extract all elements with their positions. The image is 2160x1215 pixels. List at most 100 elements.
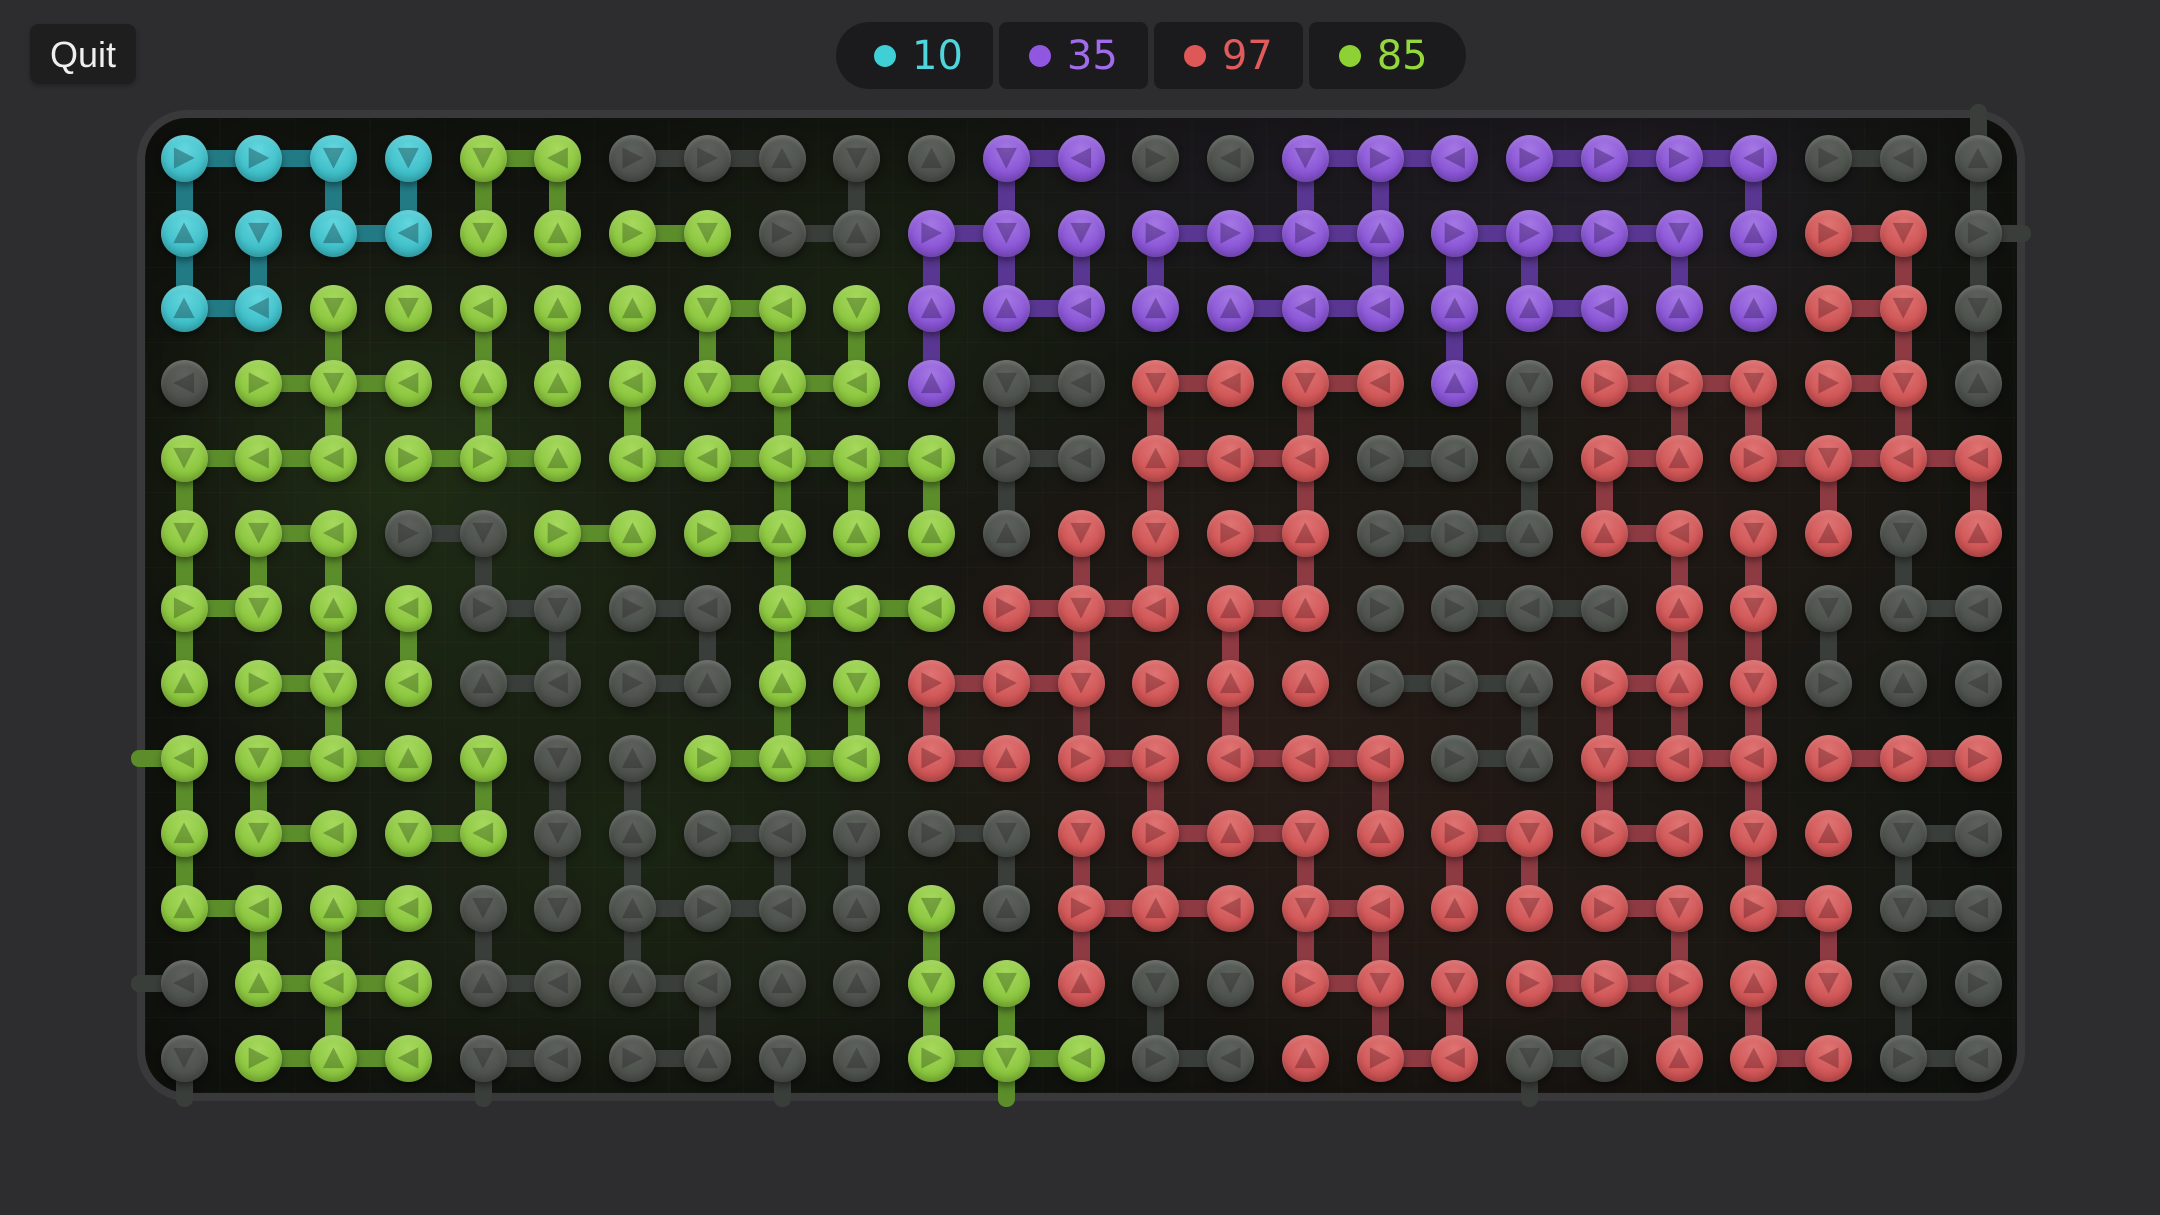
grid-node[interactable]	[1805, 434, 1852, 482]
grid-node[interactable]	[1954, 809, 2002, 857]
grid-node[interactable]	[1207, 884, 1254, 932]
grid-node[interactable]	[1730, 809, 1778, 857]
grid-node[interactable]	[758, 659, 806, 707]
grid-node[interactable]	[1655, 134, 1703, 182]
grid-node[interactable]	[1730, 359, 1778, 407]
grid-node[interactable]	[683, 659, 731, 707]
grid-node[interactable]	[1057, 359, 1105, 407]
grid-node[interactable]	[908, 584, 955, 632]
grid-node[interactable]	[310, 584, 357, 632]
grid-node[interactable]	[758, 884, 806, 932]
grid-node[interactable]	[310, 884, 357, 932]
grid-node[interactable]	[310, 509, 357, 557]
grid-node[interactable]	[833, 359, 881, 407]
grid-node[interactable]	[1356, 959, 1404, 1007]
grid-node[interactable]	[758, 134, 806, 182]
grid-node[interactable]	[1580, 734, 1628, 782]
grid-node[interactable]	[1132, 809, 1180, 857]
grid-node[interactable]	[1655, 284, 1703, 332]
grid-node[interactable]	[1431, 809, 1479, 857]
grid-node[interactable]	[1207, 359, 1254, 407]
grid-node[interactable]	[1281, 809, 1329, 857]
grid-node[interactable]	[1879, 359, 1927, 407]
grid-node[interactable]	[534, 509, 582, 557]
grid-node[interactable]	[459, 584, 507, 632]
grid-node[interactable]	[982, 434, 1030, 482]
grid-node[interactable]	[1805, 959, 1852, 1007]
grid-node[interactable]	[235, 1034, 283, 1082]
grid-node[interactable]	[1506, 659, 1553, 707]
grid-node[interactable]	[1954, 284, 2002, 332]
grid-node[interactable]	[160, 959, 208, 1007]
grid-node[interactable]	[1281, 509, 1329, 557]
grid-node[interactable]	[384, 584, 432, 632]
grid-node[interactable]	[609, 209, 656, 257]
grid-node[interactable]	[459, 134, 507, 182]
grid-node[interactable]	[384, 884, 432, 932]
grid-node[interactable]	[534, 809, 582, 857]
grid-node[interactable]	[310, 959, 357, 1007]
grid-node[interactable]	[982, 209, 1030, 257]
grid-node[interactable]	[1356, 809, 1404, 857]
grid-node[interactable]	[534, 1034, 582, 1082]
grid-node[interactable]	[1580, 584, 1628, 632]
grid-node[interactable]	[1431, 359, 1479, 407]
grid-node[interactable]	[1207, 209, 1254, 257]
grid-node[interactable]	[833, 659, 881, 707]
grid-node[interactable]	[1580, 509, 1628, 557]
grid-node[interactable]	[683, 359, 731, 407]
grid-node[interactable]	[1730, 734, 1778, 782]
grid-node[interactable]	[1580, 884, 1628, 932]
grid-node[interactable]	[1954, 1034, 2002, 1082]
grid-node[interactable]	[683, 434, 731, 482]
grid-node[interactable]	[1207, 734, 1254, 782]
grid-node[interactable]	[982, 359, 1030, 407]
grid-node[interactable]	[534, 884, 582, 932]
grid-node[interactable]	[1057, 584, 1105, 632]
grid-node[interactable]	[1805, 509, 1852, 557]
grid-node[interactable]	[982, 659, 1030, 707]
grid-node[interactable]	[1580, 959, 1628, 1007]
grid-node[interactable]	[1057, 134, 1105, 182]
grid-node[interactable]	[459, 284, 507, 332]
grid-node[interactable]	[160, 884, 208, 932]
grid-node[interactable]	[1879, 134, 1927, 182]
grid-node[interactable]	[235, 509, 283, 557]
grid-node[interactable]	[1730, 284, 1778, 332]
grid-node[interactable]	[1655, 209, 1703, 257]
grid-node[interactable]	[1132, 284, 1180, 332]
grid-node[interactable]	[833, 434, 881, 482]
grid-node[interactable]	[310, 434, 357, 482]
grid-node[interactable]	[908, 284, 955, 332]
grid-node[interactable]	[1506, 134, 1553, 182]
grid-node[interactable]	[609, 959, 656, 1007]
grid-node[interactable]	[1805, 359, 1852, 407]
grid-node[interactable]	[609, 659, 656, 707]
grid-node[interactable]	[384, 1034, 432, 1082]
grid-node[interactable]	[833, 134, 881, 182]
grid-node[interactable]	[384, 509, 432, 557]
grid-node[interactable]	[1431, 509, 1479, 557]
grid-node[interactable]	[459, 359, 507, 407]
grid-node[interactable]	[1805, 884, 1852, 932]
grid-node[interactable]	[534, 284, 582, 332]
grid-node[interactable]	[459, 209, 507, 257]
grid-node[interactable]	[459, 1034, 507, 1082]
grid-node[interactable]	[833, 584, 881, 632]
grid-node[interactable]	[1954, 509, 2002, 557]
grid-node[interactable]	[1805, 734, 1852, 782]
grid-node[interactable]	[1580, 1034, 1628, 1082]
grid-node[interactable]	[1655, 959, 1703, 1007]
grid-node[interactable]	[1057, 284, 1105, 332]
grid-node[interactable]	[982, 284, 1030, 332]
grid-node[interactable]	[1057, 809, 1105, 857]
grid-node[interactable]	[609, 884, 656, 932]
grid-node[interactable]	[609, 359, 656, 407]
grid-node[interactable]	[1431, 584, 1479, 632]
grid-node[interactable]	[908, 434, 955, 482]
grid-node[interactable]	[982, 959, 1030, 1007]
grid-node[interactable]	[1879, 209, 1927, 257]
grid-node[interactable]	[1207, 509, 1254, 557]
grid-node[interactable]	[1356, 209, 1404, 257]
grid-node[interactable]	[1730, 659, 1778, 707]
